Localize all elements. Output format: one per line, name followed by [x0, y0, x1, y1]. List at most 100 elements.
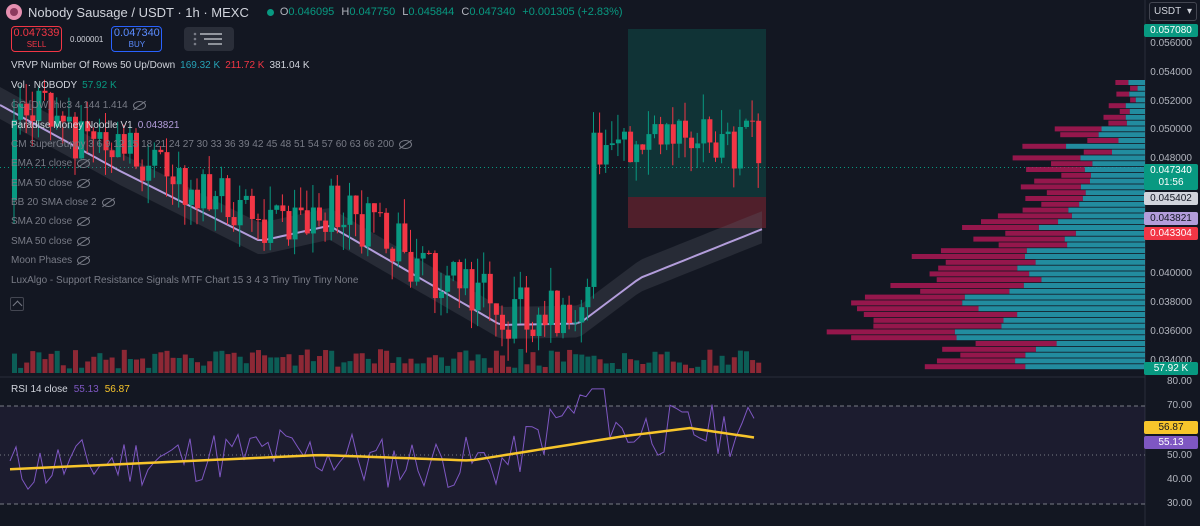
candle-body — [573, 322, 579, 324]
volume-bar — [176, 357, 182, 373]
candle-body — [609, 143, 615, 146]
legend-rsi[interactable]: RSI 14 close 55.13 56.87 — [11, 384, 130, 395]
volume-bar — [646, 362, 652, 373]
take-profit-zone — [628, 29, 766, 197]
vp-row-down — [945, 259, 1036, 265]
candle-body — [335, 185, 341, 228]
volume-bar — [91, 356, 97, 373]
volume-bar — [170, 357, 176, 373]
candle-body — [457, 262, 463, 289]
currency-select[interactable]: USDT ▾ — [1149, 2, 1197, 21]
vp-row-up — [1090, 172, 1145, 178]
vp-row-down — [1051, 161, 1093, 167]
candle-body — [493, 303, 499, 315]
vp-row-down — [851, 335, 957, 341]
candle-body — [524, 287, 530, 330]
vp-row-down — [973, 236, 1065, 242]
chevron-down-icon: ▾ — [1186, 6, 1192, 17]
candle-body — [36, 90, 42, 121]
volume-bar — [213, 351, 219, 373]
candle-body — [518, 287, 524, 300]
candle-body — [341, 224, 347, 228]
volume-bar — [323, 350, 329, 373]
legend-luxalgo[interactable]: LuxAlgo - Support Resistance Signals MTF… — [11, 275, 359, 286]
volume-bar — [750, 360, 756, 373]
hidden-eye-icon[interactable] — [77, 179, 91, 188]
position-box — [628, 29, 766, 228]
volume-bar — [127, 358, 133, 373]
legend-sma50[interactable]: SMA 50 close — [11, 236, 91, 247]
symbol-logo-icon — [6, 4, 22, 20]
candle-body — [658, 124, 664, 145]
volume-bar — [451, 358, 457, 373]
vp-row-down — [1130, 97, 1136, 103]
volume-bar — [585, 356, 591, 373]
candle-body — [548, 290, 554, 326]
buy-button[interactable]: 0.047340 BUY — [111, 26, 163, 52]
legend-volume[interactable]: Vol · NOBODY 57.92 K — [11, 80, 117, 91]
candle-body — [164, 152, 170, 177]
hidden-eye-icon[interactable] — [77, 256, 91, 265]
vp-row-up — [1125, 114, 1145, 120]
price-tick: 0.048000 — [1150, 153, 1192, 164]
hidden-eye-icon[interactable] — [77, 217, 91, 226]
vp-row-up — [1035, 259, 1145, 265]
rsi-tick: 70.00 — [1166, 400, 1192, 411]
candle-body — [42, 90, 48, 93]
volume-bar — [201, 365, 207, 373]
volume-bar — [97, 353, 103, 373]
legend-noodle[interactable]: Paradise Money Noodle V1 0.043821 — [11, 120, 180, 131]
symbol-title[interactable]: Nobody Sausage / USDT · 1h · MEXC — [28, 4, 249, 20]
hidden-eye-icon[interactable] — [132, 101, 146, 110]
price-tick: 0.056000 — [1150, 38, 1192, 49]
candle-body — [506, 329, 512, 339]
hidden-eye-icon[interactable] — [77, 237, 91, 246]
candle-body — [262, 219, 268, 243]
candle-body — [396, 223, 402, 262]
candle-body — [280, 205, 286, 212]
legend-bb[interactable]: BB 20 SMA close 2 — [11, 197, 115, 208]
legend-ema50[interactable]: EMA 50 close — [11, 178, 91, 189]
candle-body — [310, 207, 316, 234]
collapse-legend-button[interactable] — [10, 297, 24, 311]
vp-row-up — [1098, 132, 1145, 138]
volume-bar — [737, 350, 743, 373]
candle-body — [353, 195, 359, 215]
vp-row-up — [962, 300, 1145, 306]
legend-sma20[interactable]: SMA 20 close — [11, 216, 91, 227]
volume-bar — [622, 353, 627, 373]
vp-row-up — [1128, 80, 1145, 85]
ohlc-readout: O0.046095 H0.047750 L0.045844 C0.047340 … — [279, 6, 623, 18]
vp-row-down — [873, 317, 1004, 323]
legend-ema21[interactable]: EMA 21 close — [11, 158, 91, 169]
volume-bar — [335, 366, 341, 373]
volume-bar — [243, 363, 249, 373]
candle-body — [719, 134, 725, 158]
legend-supergupp[interactable]: CM SuperGuppy 3 6 9 12 15 18 21 24 27 30… — [11, 139, 413, 150]
vp-row-down — [1108, 103, 1126, 109]
volume-bar — [341, 362, 347, 373]
volume-bar — [18, 367, 24, 373]
volume-bar — [121, 349, 127, 373]
volume-bar — [396, 357, 402, 373]
sell-button[interactable]: 0.047339 SELL — [11, 26, 62, 52]
volume-bar — [500, 355, 505, 373]
volume-bar — [536, 365, 542, 373]
vp-row-up — [1041, 277, 1145, 283]
candle-body — [103, 132, 109, 151]
volume-bar — [42, 359, 48, 373]
legend-moon[interactable]: Moon Phases — [11, 255, 91, 266]
hidden-eye-icon[interactable] — [77, 159, 91, 168]
vp-row-up — [1129, 109, 1145, 114]
legend-gc[interactable]: GC [DW] hlc3 4 144 1.414 — [11, 100, 146, 111]
volume-bar — [725, 364, 731, 373]
vp-row-up — [1067, 242, 1145, 248]
indicator-menu-button[interactable] — [184, 27, 235, 51]
candle-body — [634, 144, 640, 163]
vp-row-down — [863, 312, 1018, 317]
hidden-eye-icon[interactable] — [101, 198, 115, 207]
candle-body — [79, 121, 85, 159]
legend-vrvp[interactable]: VRVP Number Of Rows 50 Up/Down 169.32 K … — [11, 60, 310, 71]
hidden-eye-icon[interactable] — [399, 140, 413, 149]
